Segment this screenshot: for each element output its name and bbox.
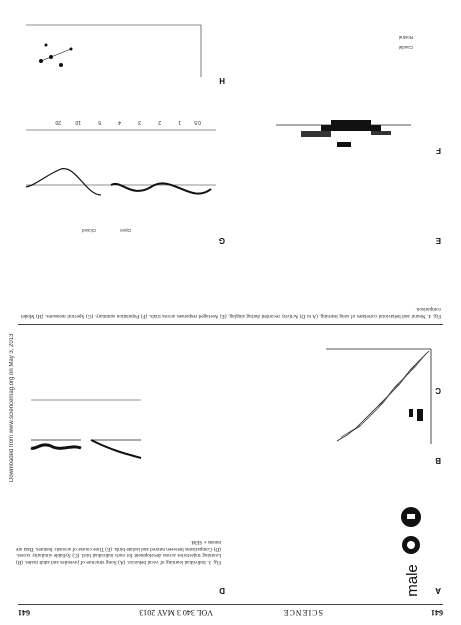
label-rostral: Rostral [398,35,413,40]
axis-tick-label: 20 [55,119,61,125]
panel-f-histogram [276,120,411,147]
panel-h-scatter [26,24,202,77]
panel-label-d: D [219,586,225,595]
header-rule [18,604,443,605]
panel-b-plot [326,348,432,444]
download-note: Downloaded from www.sciencemag.org on Ma… [9,333,15,482]
panel-label-f: F [436,146,441,155]
axis-tick-label: 5 [98,119,101,125]
panel-label-h: H [219,76,225,85]
panel-d-plots [30,399,142,459]
panel-label-g: G [218,236,225,245]
page-number-right: 641 [18,608,30,617]
label-caudal: Caudal [398,45,413,50]
legend-open: Open [119,228,131,233]
figure-word-male: male [404,564,422,597]
panel-label-b: B [435,456,441,465]
axis-tick-label: 1 [178,119,181,125]
panel-g-traces: 0.5 1 2 3 4 5 10 20 [25,119,216,196]
axis-tick-label: 4 [118,119,121,125]
axis-tick-label: 0.5 [194,119,201,125]
panel-a-drawing [401,507,421,554]
caption-figure-3: Fig. 3. Individual learning of vocal beh… [16,539,221,565]
axis-tick-label: 3 [138,119,141,125]
caption-figure-4: Fig. 4. Neural and behavioral correlates… [21,306,441,319]
legend-closed: Closed [81,228,96,233]
axis-tick-label: 10 [75,119,81,125]
page-number-left: 641 [431,608,443,617]
axis-tick-label: 2 [158,119,161,125]
panel-label-a: A [435,586,441,595]
figure-divider [18,324,443,325]
journal-name: SCIENCE [282,608,323,617]
volume-line: VOL 340 3 MAY 2013 [139,608,213,617]
panel-label-e: E [435,236,441,245]
